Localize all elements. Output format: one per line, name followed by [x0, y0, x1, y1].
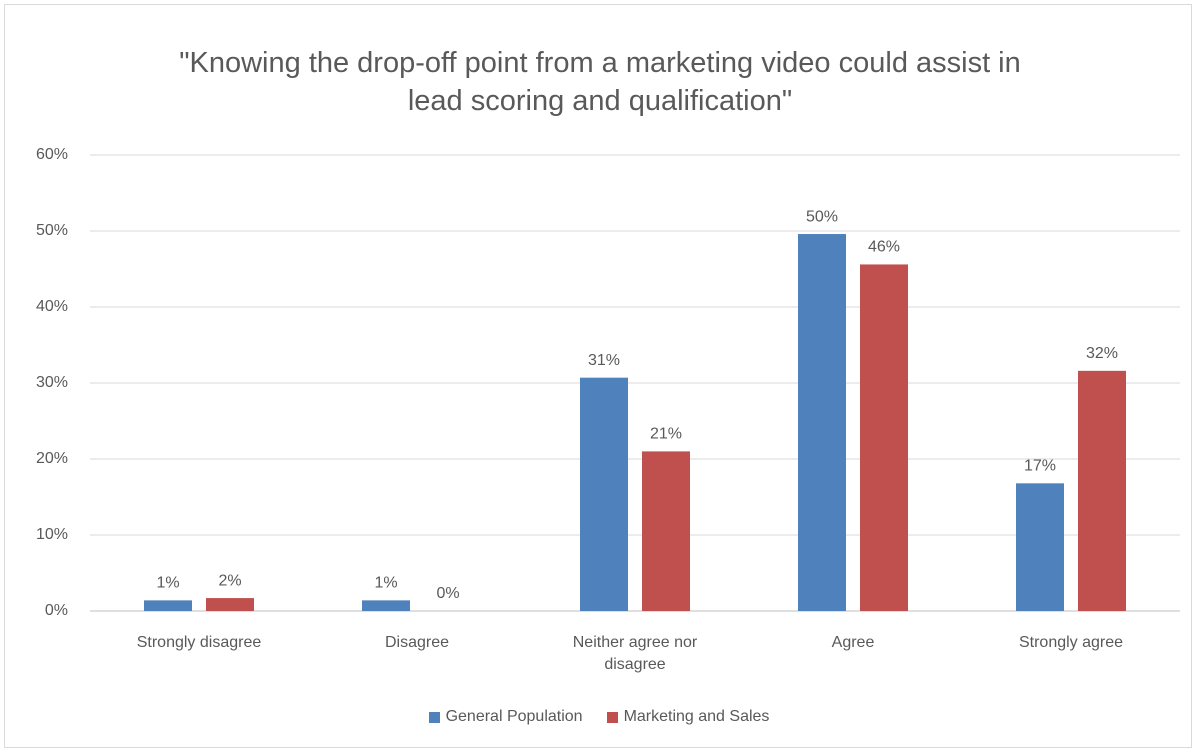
- data-label: 2%: [218, 572, 241, 589]
- data-label: 46%: [868, 239, 900, 256]
- y-tick-label: 50%: [36, 222, 68, 239]
- bar: [798, 234, 846, 612]
- legend: General Population Marketing and Sales: [0, 708, 1198, 726]
- x-tick-label: Disagree: [384, 634, 450, 651]
- x-tick-label: Neither agree nor disagree: [572, 634, 698, 673]
- chart-title: "Knowing the drop-off point from a marke…: [179, 47, 1021, 117]
- x-tick-label: Strongly disagree: [136, 634, 262, 651]
- data-label: 31%: [588, 352, 620, 369]
- data-label: 1%: [374, 575, 397, 592]
- y-tick-label: 40%: [36, 298, 68, 315]
- chart-frame: [4, 4, 1192, 748]
- bar: [362, 600, 410, 611]
- legend-swatch: [606, 711, 618, 723]
- bar: [144, 600, 192, 611]
- data-label: 32%: [1086, 345, 1118, 362]
- bar: [1078, 370, 1126, 611]
- legend-item: Marketing and Sales: [606, 708, 770, 726]
- y-tick-label: 30%: [36, 374, 68, 391]
- bar: [580, 377, 628, 611]
- y-tick-label: 20%: [36, 450, 68, 467]
- legend-item: General Population: [428, 708, 583, 726]
- bar: [860, 264, 908, 611]
- bar: [206, 598, 254, 611]
- y-tick-label: 60%: [36, 146, 68, 163]
- data-label: 1%: [156, 575, 179, 592]
- data-label: 50%: [806, 208, 838, 225]
- legend-label: Marketing and Sales: [623, 708, 770, 725]
- legend-label: General Population: [445, 708, 583, 725]
- data-label: 21%: [650, 426, 682, 443]
- bar: [642, 451, 690, 611]
- data-label: 17%: [1024, 458, 1056, 475]
- x-tick-label: Strongly agree: [1018, 634, 1124, 651]
- legend-swatch: [428, 711, 440, 723]
- y-tick-label: 10%: [36, 526, 68, 543]
- y-tick-label: 0%: [45, 602, 68, 619]
- x-tick-label: Agree: [831, 634, 875, 651]
- data-label: 0%: [436, 585, 459, 602]
- bar: [1016, 483, 1064, 611]
